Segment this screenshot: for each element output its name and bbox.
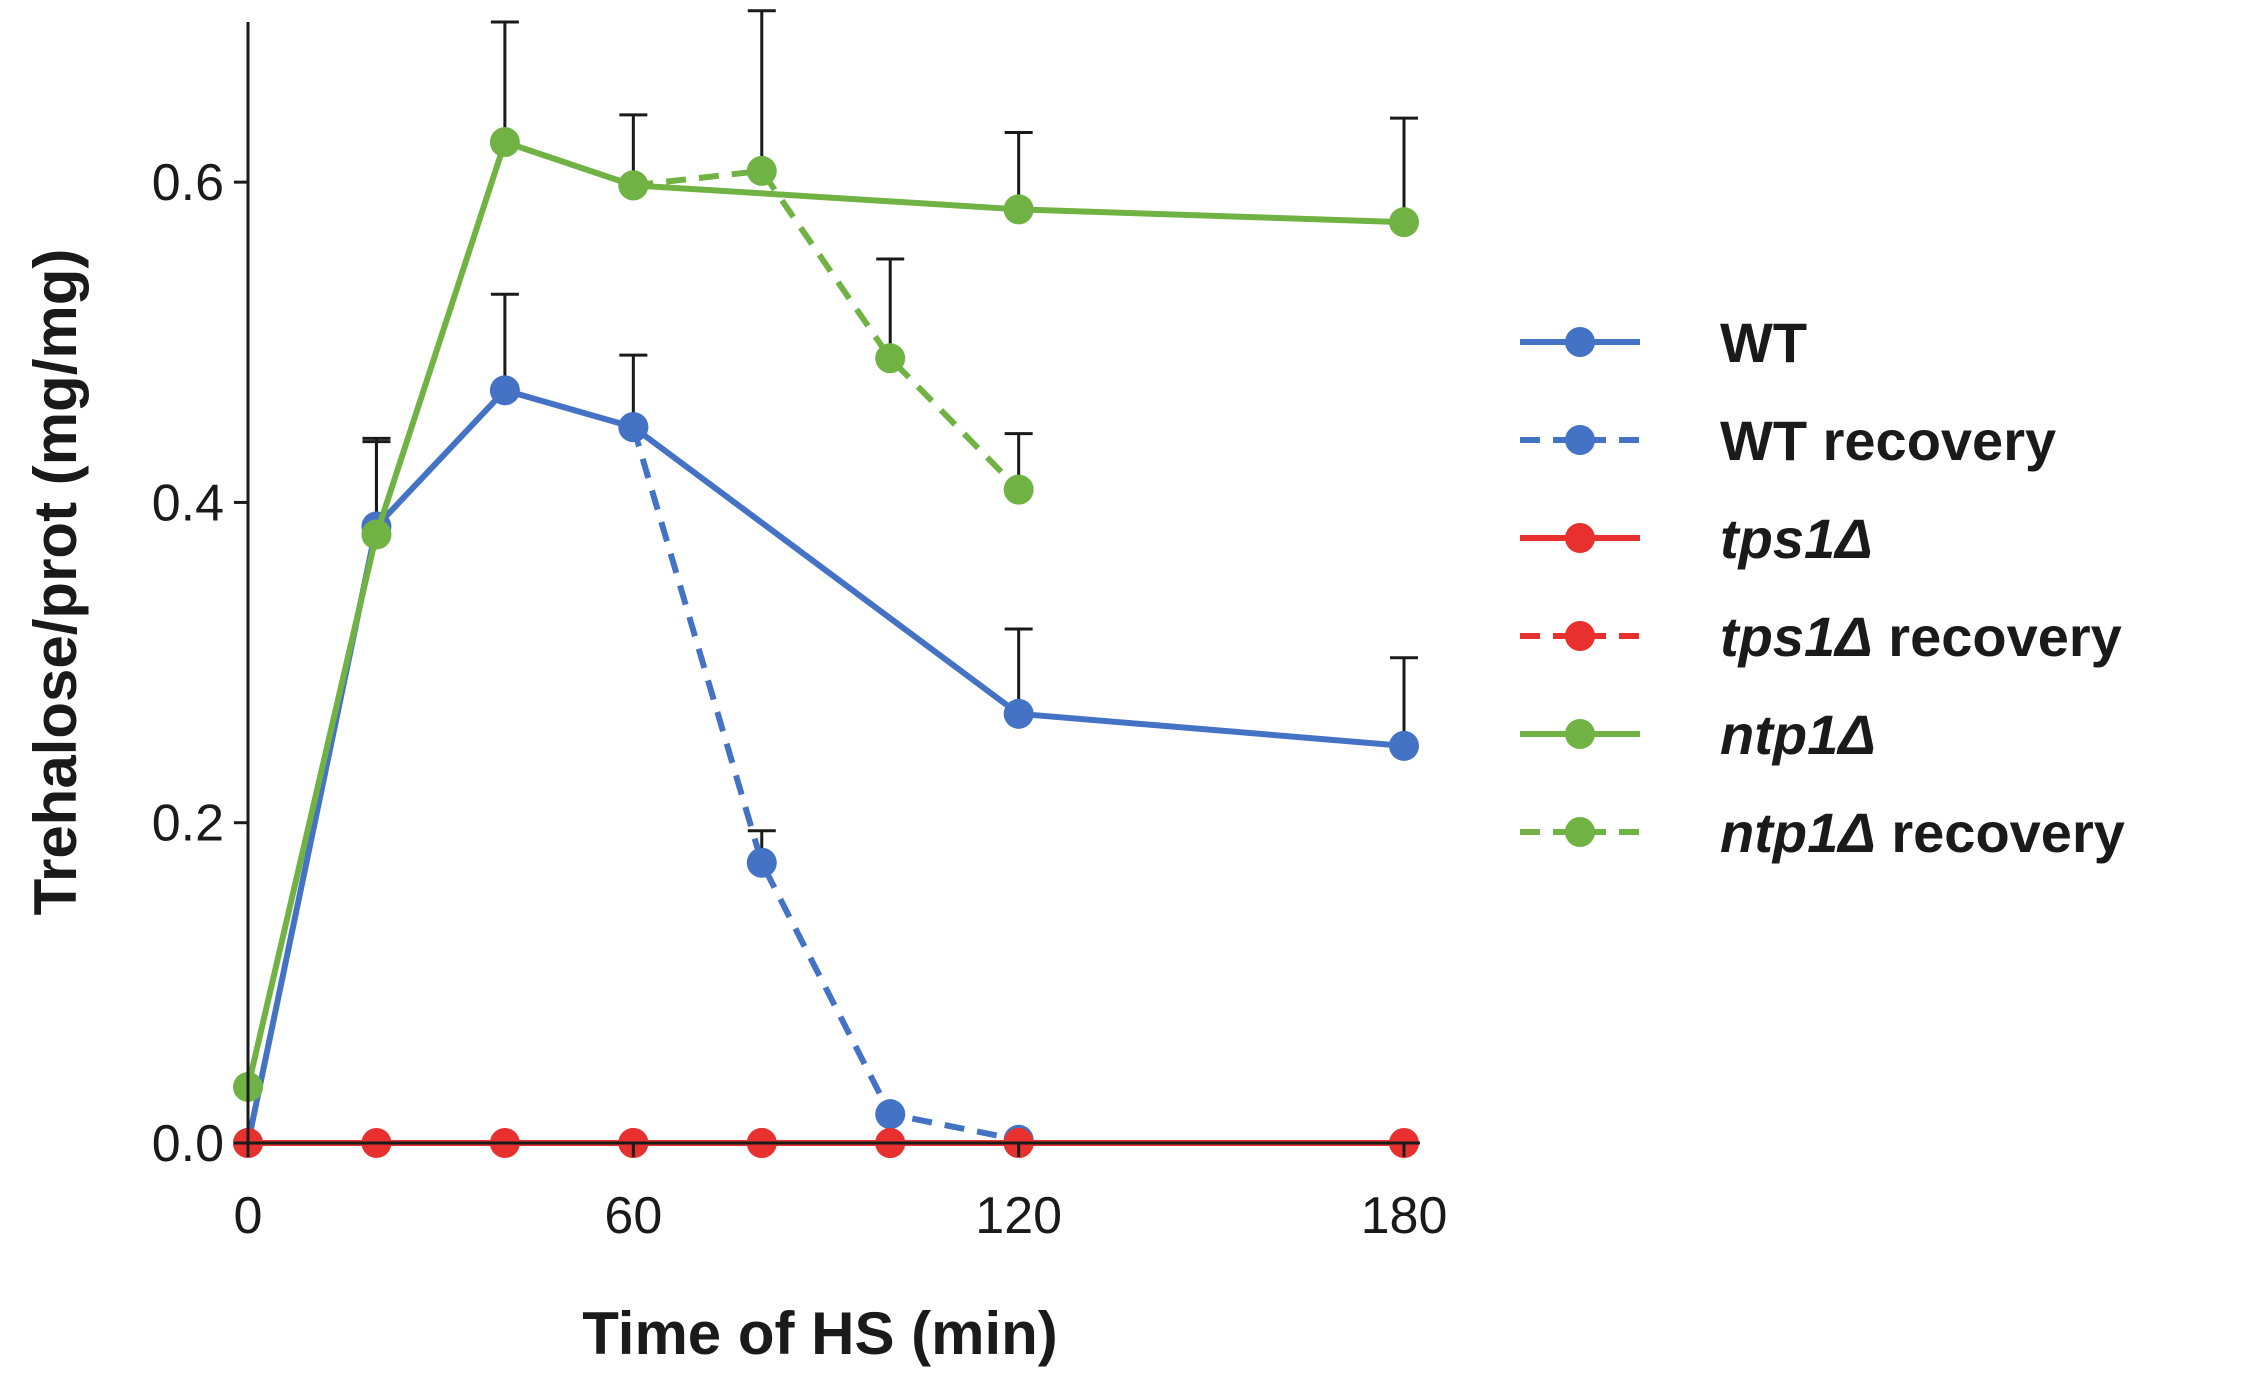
legend-label: WT <box>1720 311 1807 374</box>
x-ticks: 0 60 120 180 <box>234 1143 1448 1245</box>
legend-label: ntp1Δ <box>1720 703 1876 766</box>
legend-label-main: tps1Δ <box>1720 605 1873 668</box>
y-tick-label: 0.6 <box>152 154 224 212</box>
legend-label-main: ntp1Δ <box>1720 703 1876 766</box>
axes: 0.00.20.40.6 0 60 120 180 Time of HS (min) … <box>22 22 1447 1367</box>
data-point <box>746 847 777 878</box>
legend-entry-2: tps1Δ <box>1520 507 1873 570</box>
series-line <box>245 139 1405 1088</box>
y-tick-label: 0.0 <box>152 1115 224 1173</box>
y-axis-title: Trehalose/prot (mg/mg) <box>22 249 89 916</box>
series-0 <box>233 375 1419 1158</box>
data-point <box>875 343 906 374</box>
legend-label: ntp1Δ recovery <box>1720 801 2125 864</box>
legend-marker <box>1565 523 1595 553</box>
data-point <box>1003 194 1034 225</box>
legend-marker <box>1565 327 1595 357</box>
x-tick-label: 180 <box>1361 1187 1448 1245</box>
data-point <box>875 1099 906 1130</box>
data-point <box>489 127 520 158</box>
data-point <box>746 155 777 186</box>
y-ticks: 0.0 0.2 0.4 0.6 <box>152 154 248 1173</box>
x-axis-title: Time of HS (min) <box>582 1300 1058 1367</box>
x-tick-label: 60 <box>604 1187 662 1245</box>
legend-marker <box>1565 719 1595 749</box>
legend-label-main: WT <box>1720 311 1807 374</box>
series-line <box>632 167 1021 492</box>
data-point <box>1003 474 1034 505</box>
series-line <box>245 387 1405 1144</box>
legend-label: WT recovery <box>1720 409 2056 472</box>
data-point <box>489 375 520 406</box>
plot-area <box>233 9 1419 1158</box>
data-point <box>361 519 392 550</box>
series-4 <box>233 127 1419 1102</box>
series-5 <box>618 155 1034 505</box>
data-point <box>1389 207 1419 238</box>
legend-entry-5: ntp1Δ recovery <box>1520 801 2125 864</box>
legend-marker <box>1565 425 1595 455</box>
x-tick-label: 0 <box>234 1187 263 1245</box>
legend-label: tps1Δ <box>1720 507 1873 570</box>
y-tick-label: 0.2 <box>152 795 224 853</box>
legend-label-main: tps1Δ <box>1720 507 1873 570</box>
data-point <box>618 412 649 443</box>
data-point <box>1389 730 1419 761</box>
legend-label-main: ntp1Δ <box>1720 801 1876 864</box>
y-tick-label: 0.4 <box>152 474 224 532</box>
legend-entry-3: tps1Δ recovery <box>1520 605 2122 668</box>
legend-label-main: WT recovery <box>1720 409 2056 472</box>
legend-label-suffix: recovery <box>1876 801 2125 864</box>
data-point <box>618 170 649 201</box>
series-1 <box>618 412 1034 1155</box>
legend-entry-4: ntp1Δ <box>1520 703 1876 766</box>
legend-marker <box>1565 817 1595 847</box>
series-line <box>630 426 1020 1143</box>
x-tick-label: 120 <box>975 1187 1062 1245</box>
legend-label-suffix: recovery <box>1873 605 2122 668</box>
legend-label: tps1Δ recovery <box>1720 605 2122 668</box>
legend-entry-1: WT recovery <box>1520 409 2056 472</box>
legend-marker <box>1565 621 1595 651</box>
data-point <box>1003 698 1034 729</box>
error-bars-5 <box>747 9 1033 490</box>
legend-entry-0: WT <box>1520 311 1807 374</box>
